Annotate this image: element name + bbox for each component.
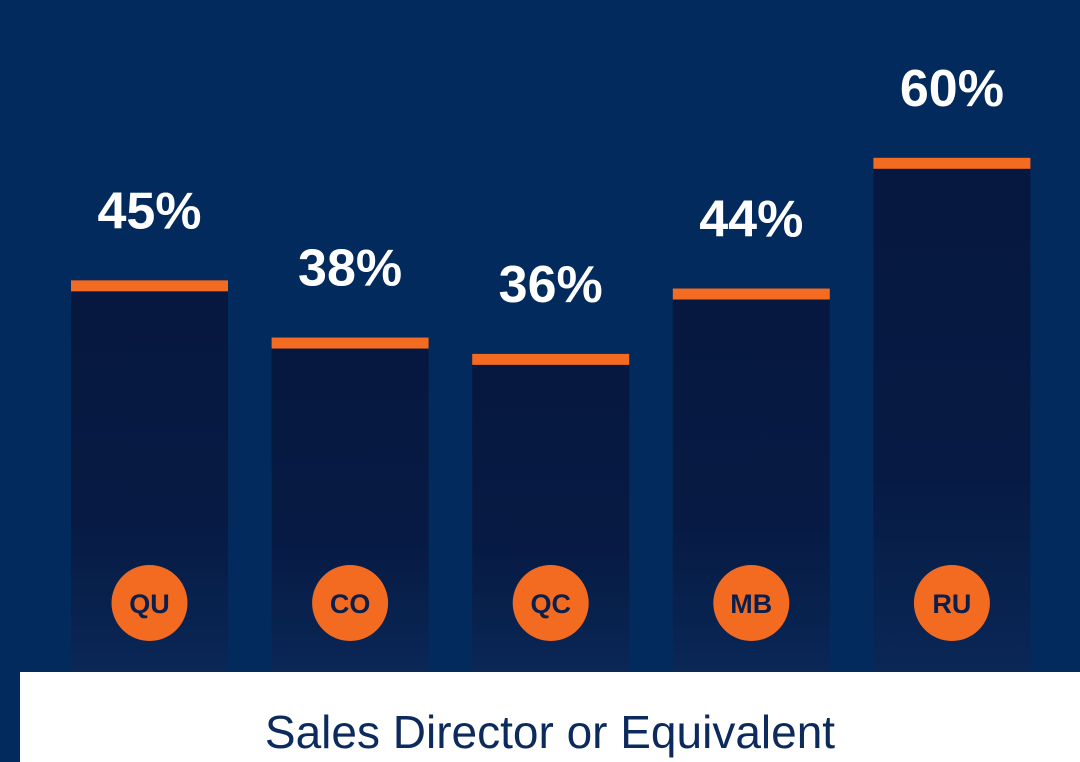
- x-tick-label: QC: [530, 589, 571, 619]
- value-label: 36%: [499, 256, 603, 314]
- title-box: [20, 672, 1080, 762]
- x-tick-label: MB: [730, 589, 772, 619]
- value-label: 60%: [900, 60, 1004, 118]
- x-tick-label: CO: [330, 589, 371, 619]
- bar-cap: [873, 157, 1031, 169]
- value-label: 44%: [699, 191, 803, 249]
- x-tick-label: RU: [932, 589, 971, 619]
- chart-title: Sales Director or Equivalent: [265, 706, 835, 758]
- category-badge: [312, 565, 389, 641]
- bar-cap: [472, 353, 630, 365]
- bar-cap: [71, 280, 228, 292]
- plot-area: 45% QU 38% CO 36% QC 44% MB 60% RU: [71, 60, 1031, 673]
- bar-cap: [672, 288, 830, 300]
- x-tick-label: QU: [129, 589, 170, 619]
- category-badge: [713, 565, 790, 641]
- value-label: 45%: [97, 182, 201, 240]
- category-badge: [512, 565, 589, 641]
- category-badge: [111, 565, 188, 641]
- value-label: 38%: [298, 240, 402, 298]
- bar-cap: [271, 337, 429, 349]
- category-badge: [913, 565, 990, 641]
